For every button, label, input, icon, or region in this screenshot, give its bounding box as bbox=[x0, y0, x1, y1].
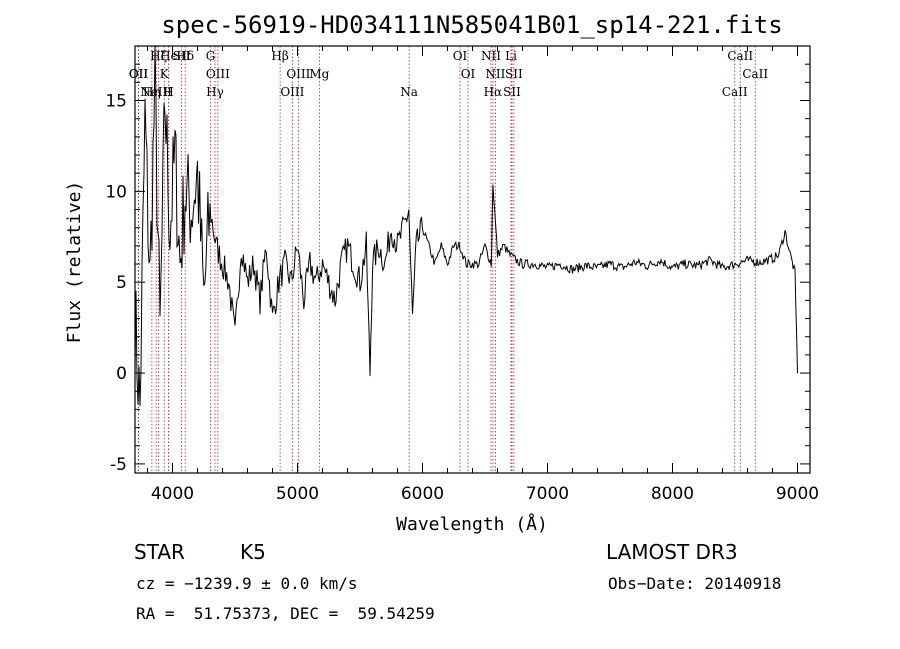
line-label: OIII bbox=[206, 67, 230, 81]
line-label: CaII bbox=[722, 85, 748, 99]
spectral-line-markers bbox=[137, 46, 756, 473]
line-label: Hγ bbox=[206, 85, 224, 99]
x-axis-label: Wavelength (Å) bbox=[396, 513, 548, 535]
line-label: OI bbox=[453, 49, 468, 63]
y-tick-label: -5 bbox=[110, 455, 127, 475]
line-label: Na bbox=[400, 85, 418, 99]
line-label: SII bbox=[505, 67, 523, 81]
line-label: Hη bbox=[143, 85, 161, 99]
y-tick-label: 10 bbox=[105, 182, 127, 202]
line-label: OII bbox=[129, 67, 149, 81]
line-label: Hϵ bbox=[160, 49, 177, 63]
line-label: CaII bbox=[742, 67, 768, 81]
observation-date: Obs−Date: 20140918 bbox=[608, 574, 782, 593]
x-tick-label: 6000 bbox=[401, 484, 444, 504]
line-label: NII bbox=[481, 49, 501, 63]
line-label: H bbox=[163, 85, 173, 99]
x-tick-label: 5000 bbox=[276, 484, 319, 504]
line-label: G bbox=[206, 49, 216, 63]
x-tick-label: 7000 bbox=[526, 484, 569, 504]
survey-name: LAMOST DR3 bbox=[606, 540, 738, 564]
line-label: K bbox=[160, 67, 170, 81]
redshift-cz: cz = −1239.9 ± 0.0 km/s bbox=[136, 574, 358, 593]
chart-title: spec-56919-HD034111N585041B01_sp14-221.f… bbox=[161, 11, 782, 39]
line-label: OII bbox=[129, 67, 149, 81]
spectral-line-labels: HϵKHHδOIINeIIISIIOIIHηHζOIIIHγGOIIIOIIIH… bbox=[129, 49, 769, 99]
line-label: OIII bbox=[286, 67, 310, 81]
x-tick-label: 8000 bbox=[651, 484, 694, 504]
line-label: Mg bbox=[309, 67, 329, 81]
x-axis-ticks: 4000 5000 6000 7000 8000 9000 bbox=[147, 46, 819, 504]
x-tick-label: 9000 bbox=[776, 484, 819, 504]
line-label: SII bbox=[503, 85, 521, 99]
object-class: STAR bbox=[134, 540, 185, 564]
y-axis-ticks: -5 0 5 10 15 bbox=[105, 63, 810, 475]
line-label: OI bbox=[461, 67, 476, 81]
line-label: Hζ bbox=[150, 49, 167, 63]
plot-frame bbox=[134, 45, 811, 474]
line-label: Hδ bbox=[176, 49, 194, 63]
x-tick-label: 4000 bbox=[151, 484, 194, 504]
line-label: NII bbox=[485, 67, 505, 81]
coordinates: RA = 51.75373, DEC = 59.54259 bbox=[136, 604, 435, 623]
line-label: OIII bbox=[280, 85, 304, 99]
line-label: Li bbox=[505, 49, 517, 63]
line-label: Hα bbox=[484, 85, 503, 99]
y-tick-label: 15 bbox=[105, 92, 127, 112]
line-label: Hβ bbox=[271, 49, 288, 63]
spectrum-series bbox=[134, 45, 798, 406]
y-axis-label: Flux (relative) bbox=[64, 181, 85, 344]
line-label: CaII bbox=[727, 49, 753, 63]
line-label: SII bbox=[173, 49, 191, 63]
y-tick-label: 5 bbox=[116, 273, 127, 293]
y-tick-label: 0 bbox=[116, 364, 127, 384]
object-subclass: K5 bbox=[240, 540, 266, 564]
